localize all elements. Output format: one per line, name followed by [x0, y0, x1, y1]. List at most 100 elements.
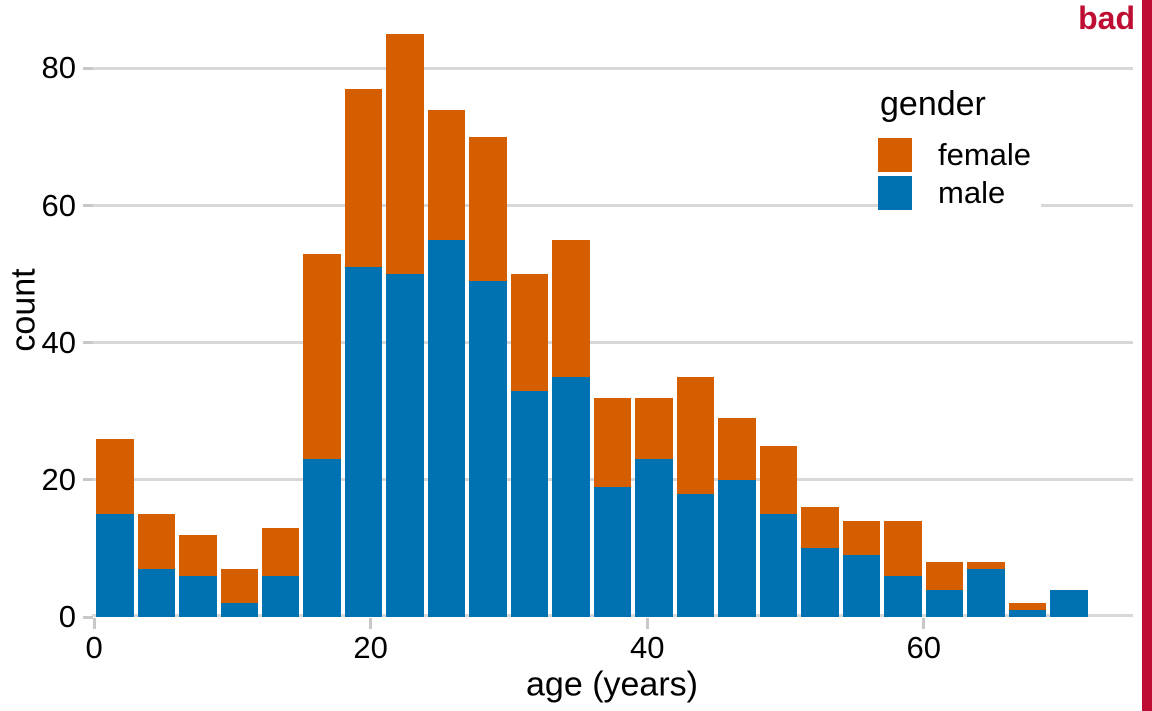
plot-panel [92, 28, 1133, 617]
bar-segment-male [593, 486, 632, 617]
bar-age-3-6 [137, 514, 176, 617]
bar-age-42-45 [676, 377, 715, 617]
bar-age-12-15 [262, 527, 300, 617]
legend-title: gender [880, 85, 986, 123]
bar-segment-male [179, 575, 217, 617]
bar-segment-male [884, 575, 922, 617]
bar-segment-female [884, 521, 922, 576]
bar-segment-female [676, 377, 715, 494]
x-tick-label-0: 0 [85, 630, 103, 665]
bar-segment-male [137, 569, 176, 617]
bar-segment-female [344, 89, 383, 268]
bar-age-54-57 [842, 521, 881, 617]
bar-segment-male [303, 459, 341, 617]
bar-segment-female [593, 397, 632, 487]
x-tick-label-20: 20 [353, 630, 388, 665]
y-axis-title: count [4, 268, 43, 352]
bar-segment-male [344, 267, 383, 617]
bar-segment-male [469, 281, 507, 617]
bar-segment-female [262, 527, 300, 576]
bar-segment-male [262, 575, 300, 617]
bar-segment-female [469, 137, 507, 282]
bar-age-15-18 [303, 253, 341, 617]
y-tick-0 [83, 615, 93, 619]
legend-label-female: female [938, 137, 1032, 172]
y-tick-80 [83, 66, 93, 70]
bar-segment-male [552, 377, 590, 617]
bar-segment-male [220, 603, 258, 617]
bar-age-24-27 [427, 109, 466, 617]
bar-segment-male [967, 569, 1005, 617]
y-tick-20 [83, 478, 93, 482]
gridline-y-40 [92, 341, 1133, 345]
bar-segment-female [96, 438, 134, 515]
bar-age-27-30 [469, 137, 507, 617]
x-tick-20 [369, 618, 373, 629]
bar-age-33-36 [552, 239, 590, 617]
bar-age-6-9 [179, 534, 217, 617]
bar-segment-female [967, 562, 1005, 570]
bar-segment-male [801, 548, 839, 617]
legend-item-female: female [878, 138, 1031, 172]
bar-segment-male [427, 239, 466, 617]
bar-segment-male [1050, 589, 1088, 617]
bar-age-36-39 [593, 397, 632, 617]
gridline-y-80 [92, 66, 1133, 70]
y-tick-label-60: 60 [41, 187, 76, 223]
bar-age-21-24 [386, 34, 424, 617]
bar-segment-male [1008, 610, 1047, 617]
bar-segment-female [552, 239, 590, 378]
legend-item-male: male [878, 176, 1031, 210]
bar-age-30-33 [510, 274, 549, 617]
x-tick-40 [645, 618, 649, 629]
bar-age-48-51 [759, 445, 798, 617]
bar-segment-male [386, 274, 424, 617]
bar-age-57-60 [884, 521, 922, 617]
bar-age-63-66 [967, 562, 1005, 617]
bar-segment-male [842, 555, 881, 617]
bar-segment-female [801, 507, 839, 549]
bar-segment-female [759, 445, 798, 515]
bar-age-51-54 [801, 507, 839, 617]
bar-segment-male [676, 493, 715, 617]
bar-segment-female [1008, 603, 1047, 611]
bar-segment-female [635, 397, 673, 460]
bar-age-45-48 [718, 418, 756, 617]
bar-segment-female [842, 521, 881, 556]
bar-age-60-63 [925, 562, 964, 617]
bar-segment-male [96, 514, 134, 617]
bar-age-0-3 [96, 438, 134, 617]
bar-segment-female [510, 274, 549, 391]
bar-segment-male [759, 514, 798, 617]
legend-label-male: male [938, 175, 1006, 210]
bar-segment-female [925, 562, 964, 590]
bar-segment-female [386, 34, 424, 275]
legend-swatch-female [878, 138, 912, 172]
bar-segment-female [427, 109, 466, 240]
bar-segment-female [303, 253, 341, 460]
bar-segment-female [220, 569, 258, 604]
y-tick-60 [83, 204, 93, 208]
bar-segment-male [510, 390, 549, 617]
y-tick-label-80: 80 [41, 50, 76, 86]
x-tick-label-40: 40 [629, 630, 665, 665]
bar-segment-male [635, 459, 673, 617]
y-tick-label-20: 20 [41, 461, 76, 497]
bar-age-66-69 [1008, 603, 1047, 617]
bar-segment-female [137, 514, 176, 570]
bar-segment-male [925, 589, 964, 617]
y-tick-label-40: 40 [41, 324, 76, 360]
legend: gender female male [878, 84, 1042, 214]
x-tick-0 [92, 618, 96, 629]
bar-age-39-42 [635, 397, 673, 617]
bar-age-9-12 [220, 569, 258, 617]
gridline-y-60 [92, 204, 1133, 208]
x-tick-label-60: 60 [906, 630, 941, 665]
x-axis-title: age (years) [526, 665, 698, 704]
legend-swatch-male [878, 176, 912, 210]
bad-stamp-label: bad [1078, 0, 1135, 36]
bar-segment-male [718, 479, 756, 617]
bar-age-18-21 [344, 89, 383, 617]
y-tick-label-0: 0 [58, 599, 76, 634]
